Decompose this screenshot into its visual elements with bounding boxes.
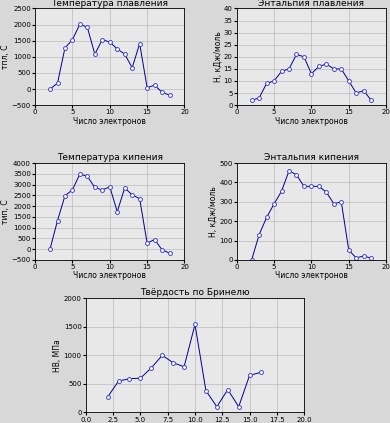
- Y-axis label: НВ, МПа: НВ, МПа: [53, 339, 62, 372]
- Y-axis label: Н, кДж/моль: Н, кДж/моль: [209, 186, 218, 237]
- Y-axis label: Н, кДж/моль: Н, кДж/моль: [213, 31, 222, 82]
- X-axis label: Число электронов: Число электронов: [73, 117, 146, 126]
- Title: Твёрдость по Бринелю: Твёрдость по Бринелю: [140, 288, 250, 297]
- Y-axis label: тпл, С: тпл, С: [1, 44, 10, 69]
- Y-axis label: тип, С: тип, С: [1, 199, 10, 224]
- Title: Температура плавления: Температура плавления: [51, 0, 168, 8]
- Title: Энтальпия плавления: Энтальпия плавления: [259, 0, 364, 8]
- Title: Температура кипения: Температура кипения: [57, 154, 163, 162]
- Title: Энтальпия кипения: Энтальпия кипения: [264, 154, 359, 162]
- X-axis label: Число электронов: Число электронов: [73, 272, 146, 280]
- X-axis label: Число электронов: Число электронов: [275, 117, 348, 126]
- X-axis label: Число электронов: Число электронов: [275, 272, 348, 280]
